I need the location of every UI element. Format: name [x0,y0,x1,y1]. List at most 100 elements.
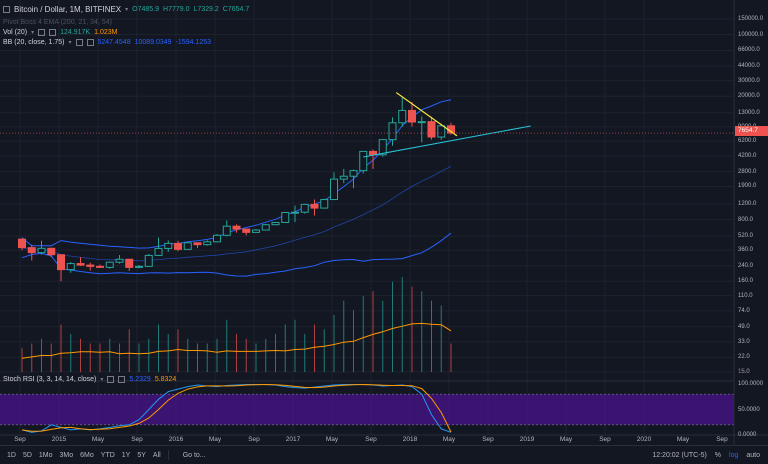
price-axis-label: 1200.0 [738,201,757,208]
candle-body [203,241,212,246]
candle-body [18,238,26,249]
vol-indicator-label[interactable]: Vol (20) [3,29,28,36]
timeframe-5y[interactable]: 5Y [137,451,146,459]
candle [66,261,75,273]
stoch-indicator-label[interactable]: Stoch RSI (3, 3, 14, 14, close) [3,376,97,383]
ohlc-close: C7654.7 [222,6,250,13]
settings-icon[interactable] [38,29,46,36]
time-axis-label: May [676,436,690,443]
candle-body [359,150,368,172]
symbol-title[interactable]: Bitcoin / Dollar, 1M, BITFINEX [14,5,122,14]
price-axis-label: 33.0 [738,338,750,345]
visibility-icon[interactable] [118,376,126,383]
bb-basis-value: 5247.4548 [97,39,131,46]
stoch-d-value: 5.8324 [154,376,177,383]
timeframe-3mo[interactable]: 3Mo [59,451,74,459]
settings-icon[interactable] [75,39,83,46]
candle-body [291,211,299,214]
candle-body [135,265,143,268]
candle-body [232,225,241,230]
price-axis-label: 2800.0 [738,168,757,175]
stoch-axis-label: 50.0000 [738,406,760,413]
price-axis-label: 150000.0 [738,16,764,22]
timeframe-all[interactable]: All [152,451,161,459]
auto-toggle[interactable]: auto [746,451,760,459]
candle-body [427,121,436,138]
bb-legend: BB (20, close, 1.75) ▾ 5247.4548 10089.0… [3,39,211,46]
candle [232,224,241,233]
price-axis-label: 74.0 [738,307,750,314]
candle-body [183,242,192,250]
bb-indicator-label[interactable]: BB (20, close, 1.75) [3,39,65,46]
candle [242,228,251,236]
pivot-indicator-label[interactable]: Pivot Boss 4 EMA (200, 21, 34, 54) [3,19,112,26]
visibility-icon[interactable] [86,39,94,46]
time-axis-label: Sep [482,436,494,443]
timeframe-1y[interactable]: 1Y [121,451,131,459]
current-price-tag: 7654.7 [735,126,768,136]
chevron-down-icon[interactable]: ▾ [31,30,35,36]
price-axis-label: 6200.0 [738,138,757,145]
stoch-d-line [21,383,452,433]
candle-body [154,247,163,256]
percent-toggle[interactable]: % [714,451,722,459]
settings-icon[interactable] [107,376,115,383]
time-axis-label: Sep [131,436,143,443]
candle [339,168,348,184]
timeframe-ytd[interactable]: YTD [100,451,115,459]
timeframe-1mo[interactable]: 1Mo [38,451,53,459]
candle [359,150,368,174]
candle [281,211,290,223]
candle [271,221,280,226]
vol-ma-value: 1.023M [94,29,118,36]
chevron-down-icon[interactable]: ▾ [100,377,104,383]
candle [437,123,446,140]
vol-legend: Vol (20) ▾ 124.917K 1.023M [3,29,117,36]
chevron-down-icon[interactable]: ▾ [68,40,72,46]
collapse-icon[interactable] [3,6,10,13]
stoch-axis-label: 0.0000 [738,432,757,438]
candle [261,223,270,231]
log-toggle[interactable]: log [729,451,739,459]
candle-body [398,109,407,124]
price-axis-label: 360.0 [738,247,754,254]
timeframe-6mo[interactable]: 6Mo [80,451,94,459]
candle-body [105,261,114,268]
ohlc-low: L7329.2 [193,6,219,13]
candle [115,254,124,264]
ohlc-open: O7485.9 [132,6,160,13]
time-axis-label: 2019 [519,436,535,443]
stoch-axis-label: 100.0000 [738,381,764,387]
bollinger-basis [21,166,452,262]
candle [164,240,173,252]
goto-button[interactable]: Go to... [182,451,206,459]
toolbar-divider [167,450,169,460]
timeframe-1d[interactable]: 1D [7,451,16,459]
candle [57,254,65,282]
candle-body [388,122,397,141]
bottom-toolbar: 1D 5D 1Mo 3Mo 6Mo YTD 1Y 5Y All Go to...… [0,445,768,464]
time-axis-label: 2020 [636,436,652,443]
candle-body [320,199,329,209]
ohlc-high: H7779.0 [163,6,190,13]
candle-body [349,170,358,177]
price-axis-label: 30000.0 [738,77,760,84]
candle [86,262,95,271]
candle [417,116,426,143]
time-axis-label: Sep [599,436,611,443]
candle-body [252,229,260,233]
chevron-down-icon[interactable]: ▾ [125,7,129,13]
candle-body [76,263,85,266]
timeframe-5d[interactable]: 5D [22,451,32,459]
price-axis-label: 4200.0 [738,153,757,160]
candle [252,229,260,233]
time-axis-label: May [442,436,456,443]
candle [125,258,134,271]
candle-body [27,247,36,254]
candle-body [300,203,309,213]
candle [27,244,36,261]
visibility-icon[interactable] [49,29,57,36]
candle-body [193,242,202,246]
